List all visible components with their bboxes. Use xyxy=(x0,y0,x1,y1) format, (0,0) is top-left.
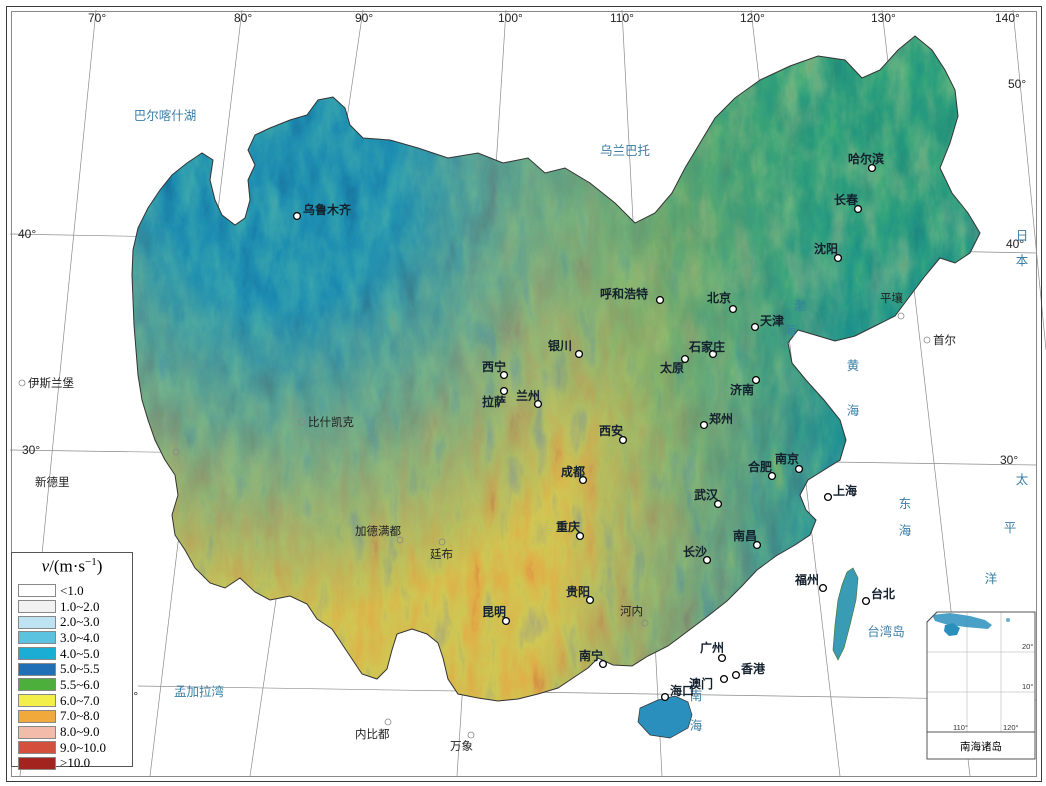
svg-text:110°: 110° xyxy=(953,723,968,732)
svg-text:120°: 120° xyxy=(1003,723,1019,732)
svg-text:10°: 10° xyxy=(1022,682,1033,691)
svg-text:20°: 20° xyxy=(1022,642,1033,651)
svg-text:南海诸岛: 南海诸岛 xyxy=(960,740,1002,753)
